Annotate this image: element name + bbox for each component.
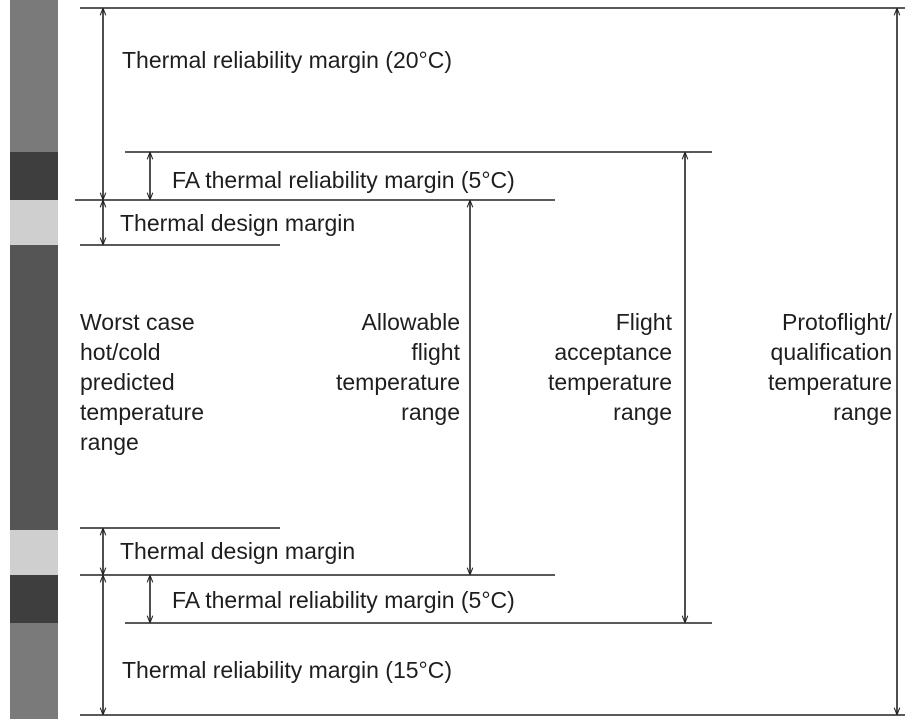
range-label-line: temperature: [336, 369, 460, 395]
bar-segment: [10, 152, 58, 200]
range-label-line: Protoflight/: [782, 309, 893, 335]
range-label-line: temperature: [768, 369, 892, 395]
level-lines: [75, 7, 905, 716]
range-label-line: Flight: [616, 309, 673, 335]
range-label-line: range: [613, 399, 672, 425]
margin-label: Thermal reliability margin (20°C): [122, 47, 452, 73]
margin-label: FA thermal reliability margin (5°C): [172, 587, 515, 613]
range-label-line: qualification: [771, 339, 892, 365]
margin-label: FA thermal reliability margin (5°C): [172, 167, 515, 193]
bar-segment: [10, 0, 58, 152]
range-label-line: temperature: [80, 399, 204, 425]
range-label-line: range: [833, 399, 892, 425]
range-label-line: acceptance: [554, 339, 672, 365]
range-label-line: range: [401, 399, 460, 425]
range-label-line: temperature: [548, 369, 672, 395]
margin-label: Thermal design margin: [120, 210, 355, 236]
range-label-line: predicted: [80, 369, 175, 395]
side-bar: [10, 0, 58, 719]
bar-segment: [10, 200, 58, 245]
margin-label: Thermal design margin: [120, 538, 355, 564]
range-label-line: range: [80, 429, 139, 455]
range-label-line: flight: [411, 339, 460, 365]
bar-segment: [10, 575, 58, 623]
range-label-line: hot/cold: [80, 339, 161, 365]
range-labels: Worst case hot/cold predicted temperature ra…: [80, 309, 893, 455]
range-label-line: Worst case: [80, 309, 195, 335]
arrows: [103, 9, 897, 714]
bar-segment: [10, 245, 58, 530]
range-label-line: Allowable: [362, 309, 460, 335]
bar-segment: [10, 623, 58, 719]
bar-segment: [10, 530, 58, 575]
labels: Thermal reliability margin (20°C) FA the…: [120, 47, 515, 683]
margin-label: Thermal reliability margin (15°C): [122, 657, 452, 683]
